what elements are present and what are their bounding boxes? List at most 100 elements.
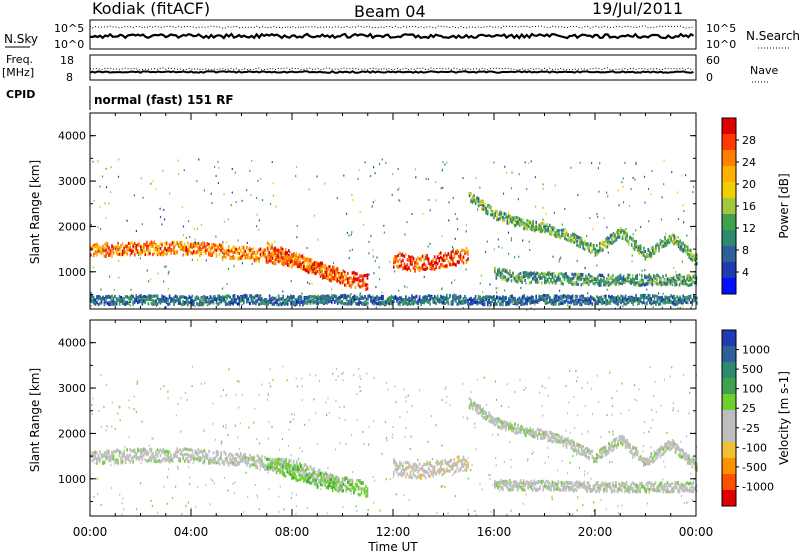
scatter-cell (548, 281, 551, 285)
scatter-cell (622, 277, 625, 281)
scatter-cell (176, 298, 178, 302)
scatter-cell (523, 294, 525, 298)
scatter-cell (553, 271, 555, 276)
scatter-cell (542, 206, 544, 209)
scatter-cell (359, 211, 361, 213)
scatter-cell (517, 217, 519, 221)
scatter-cell (400, 260, 403, 264)
scatter-cell (494, 299, 497, 303)
scatter-cell (321, 277, 324, 280)
scatter-cell (663, 278, 666, 282)
scatter-cell (271, 302, 274, 306)
scatter-cell (406, 263, 409, 267)
scatter-cell (456, 251, 459, 256)
scatter-cell (240, 453, 242, 457)
scatter-cell (411, 262, 413, 266)
scatter-cell (344, 270, 346, 274)
scatter-cell (249, 248, 251, 253)
scatter-cell (651, 280, 654, 284)
scatter-cell (441, 287, 443, 290)
scatter-cell (202, 295, 204, 299)
scatter-cell (330, 268, 332, 272)
scatter-cell (141, 250, 144, 254)
scatter-cell (212, 451, 215, 455)
scatter-cell (577, 235, 580, 240)
scatter-cell (326, 301, 328, 305)
scatter-cell (255, 294, 257, 298)
scatter-cell (227, 267, 230, 270)
scatter-cell (271, 161, 273, 163)
scatter-cell (282, 301, 284, 305)
scatter-cell (383, 302, 386, 306)
scatter-cell (596, 252, 598, 256)
scatter-cell (109, 302, 112, 306)
scatter-cell (96, 459, 98, 463)
scatter-cell (265, 258, 268, 262)
scatter-cell (96, 295, 98, 299)
scatter-cell (619, 274, 622, 278)
scatter-cell (665, 239, 668, 243)
scatter-cell (150, 447, 153, 451)
scatter-cell (511, 295, 513, 299)
scatter-cell (551, 275, 554, 279)
scatter-cell (429, 242, 431, 245)
scatter-cell (358, 300, 360, 304)
scatter-cell (641, 269, 643, 272)
scatter-cell (143, 295, 145, 299)
scatter-cell (285, 299, 287, 303)
scatter-cell (565, 237, 568, 241)
scatter-cell (309, 295, 312, 299)
power-scale-swatch (722, 182, 736, 199)
scatter-cell (499, 212, 501, 217)
scatter-cell (412, 258, 415, 262)
scatter-cell (584, 274, 587, 278)
scatter-cell (456, 295, 459, 300)
scatter-cell (635, 298, 637, 302)
scatter-cell (574, 281, 576, 285)
scatter-cell (602, 240, 604, 244)
scatter-cell (453, 254, 456, 258)
scatter-cell (321, 273, 323, 277)
scatter-cell (291, 259, 293, 263)
scatter-cell (153, 459, 156, 463)
scatter-cell (615, 296, 618, 300)
scatter-cell (156, 454, 159, 458)
scatter-cell (259, 254, 262, 259)
scatter-cell (130, 251, 133, 255)
scatter-cell (179, 301, 181, 305)
scatter-cell (588, 245, 590, 249)
scatter-cell (118, 453, 121, 458)
scatter-cell (477, 204, 480, 208)
scatter-cell (453, 293, 455, 296)
scatter-cell (541, 276, 543, 280)
scatter-cell (124, 250, 127, 254)
scatter-cell (320, 300, 322, 304)
freq-unit: [MHz] (2, 66, 34, 79)
scatter-cell (122, 301, 124, 304)
scatter-cell (603, 283, 605, 287)
scatter-cell (626, 235, 628, 239)
scatter-cell (572, 273, 575, 277)
scatter-cell (179, 459, 181, 463)
scatter-cell (615, 230, 618, 234)
scatter-cell (476, 302, 478, 306)
scatter-cell (105, 450, 107, 454)
scatter-cell (442, 161, 444, 164)
scatter-cell (550, 279, 552, 283)
scatter-cell (102, 295, 104, 299)
scatter-cell (650, 193, 652, 196)
scatter-cell (523, 227, 525, 231)
scatter-cell (288, 255, 290, 259)
scatter-cell (269, 245, 272, 249)
scatter-cell (315, 264, 317, 268)
scatter-cell (683, 245, 686, 249)
scatter-cell (673, 237, 675, 242)
scatter-cell (656, 282, 658, 286)
scatter-cell (691, 258, 694, 262)
scatter-cell (677, 301, 680, 305)
scatter-cell (241, 294, 244, 299)
scatter-cell (436, 294, 439, 298)
scatter-cell (320, 266, 322, 270)
scatter-cell (237, 239, 239, 242)
scatter-cell (390, 299, 392, 303)
